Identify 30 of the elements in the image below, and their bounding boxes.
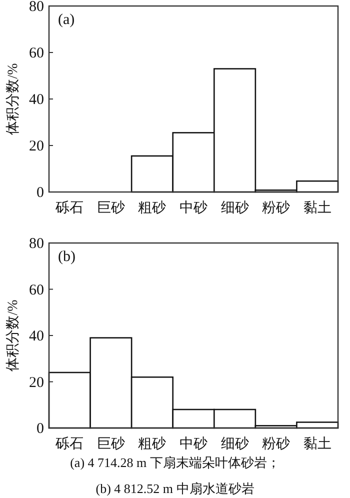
y-tick-label: 20 [29, 374, 44, 391]
x-tick-label: 细砂 [220, 200, 249, 216]
y-axis-title: 体积分数/% [5, 62, 21, 135]
y-tick-label: 0 [36, 421, 44, 437]
x-tick-label: 粉砂 [262, 436, 290, 452]
y-axis-title: 体积分数/% [5, 299, 21, 372]
y-tick-label: 40 [29, 328, 44, 344]
y-tick-label: 80 [29, 236, 44, 252]
x-tick-label: 巨砂 [96, 436, 125, 452]
x-tick-label: 粗砂 [138, 436, 166, 452]
y-tick-label: 20 [29, 138, 44, 154]
y-tick-label: 0 [36, 185, 44, 201]
x-tick-label: 砾石 [54, 200, 84, 216]
y-tick-label: 40 [29, 92, 44, 108]
text: (a) 4 714.28 m 下扇末端朵叶体砂岩； [70, 455, 280, 470]
x-tick-label: 粉砂 [262, 200, 290, 216]
x-tick-label: 砾石 [54, 436, 84, 452]
x-tick-label: 巨砂 [96, 200, 125, 216]
x-tick-label: 细砂 [220, 436, 249, 452]
y-tick-label: 60 [29, 282, 44, 298]
y-tick-label: 80 [29, 0, 44, 15]
y-tick-label: 60 [29, 46, 44, 62]
x-tick-label: 粗砂 [138, 200, 166, 216]
x-tick-label: 黏土 [303, 436, 332, 452]
chart-title: (a) [58, 12, 75, 28]
x-tick-label: 黏土 [303, 200, 332, 216]
x-tick-label: 中砂 [180, 436, 208, 452]
chart-title: (b) [58, 249, 76, 265]
x-tick-label: 中砂 [180, 200, 208, 216]
text: (b) 4 812.52 m 中扇水道砂岩 [96, 481, 254, 496]
